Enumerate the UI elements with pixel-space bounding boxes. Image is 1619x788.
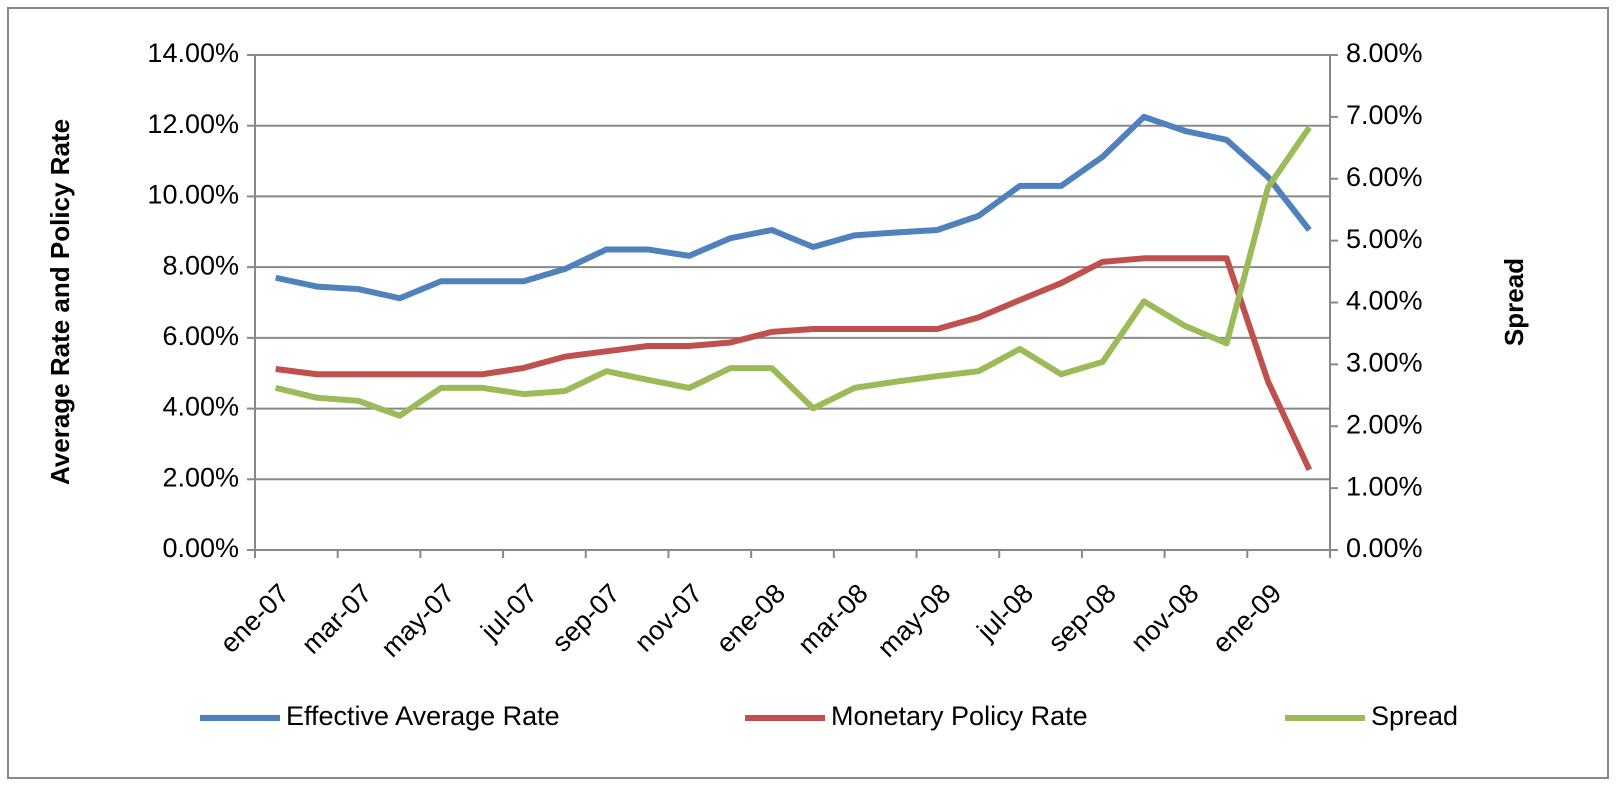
legend-label: Monetary Policy Rate	[831, 701, 1088, 731]
y2-tick-label: 5.00%	[1346, 224, 1423, 254]
y2-tick-label: 2.00%	[1346, 409, 1423, 439]
legend-label: Spread	[1371, 701, 1458, 731]
y2-tick-label: 3.00%	[1346, 348, 1423, 378]
y2-tick-label: 7.00%	[1346, 100, 1423, 130]
y2-tick-label: 8.00%	[1346, 38, 1423, 68]
series-line	[275, 255, 1313, 472]
y-tick-label: 0.00%	[162, 533, 239, 563]
y2-tick-label: 4.00%	[1346, 286, 1423, 316]
chart-border	[7, 7, 1609, 779]
y-tick-label: 2.00%	[162, 462, 239, 492]
y2-tick-label: 1.00%	[1346, 471, 1423, 501]
y-tick-label: 10.00%	[147, 180, 239, 210]
series-line	[274, 125, 1312, 419]
legend-label: Effective Average Rate	[286, 701, 560, 731]
y2-tick-label: 0.00%	[1346, 533, 1423, 563]
y-tick-label: 12.00%	[147, 109, 239, 139]
y-tick-label: 6.00%	[162, 321, 239, 351]
y-tick-label: 8.00%	[162, 250, 239, 280]
series-line	[275, 113, 1312, 302]
y-tick-label: 14.00%	[147, 38, 239, 68]
y-tick-label: 4.00%	[162, 392, 239, 422]
y2-tick-label: 6.00%	[1346, 162, 1423, 192]
y2-axis-label: Spread	[1499, 258, 1529, 346]
y-axis-label: Average Rate and Policy Rate	[45, 119, 75, 485]
